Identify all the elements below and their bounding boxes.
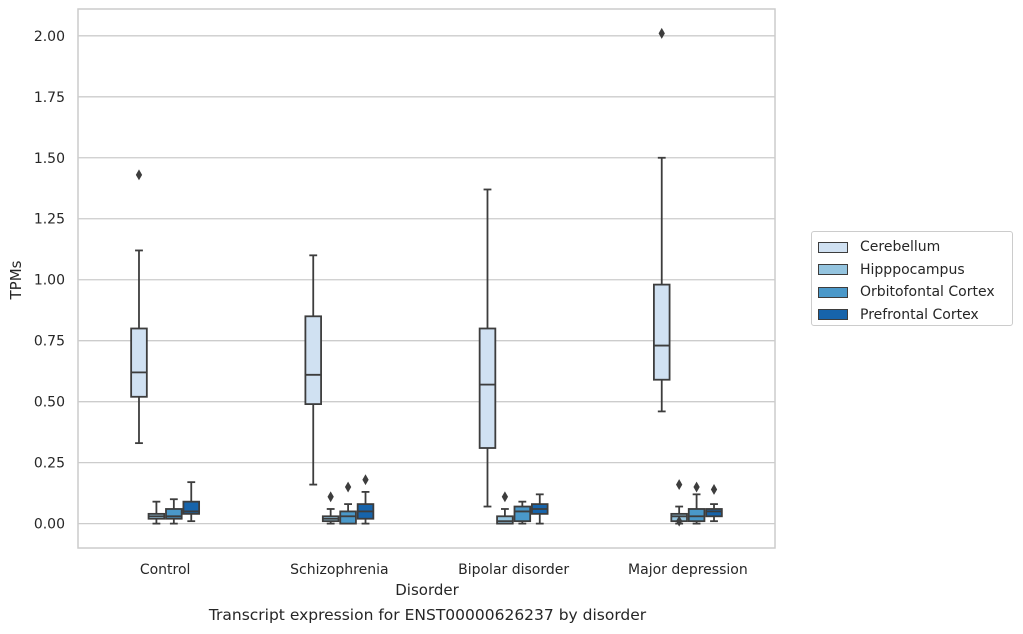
legend-label-cerebellum: Cerebellum: [860, 239, 941, 256]
box-iqr: [652, 283, 671, 381]
outlier-point: [344, 481, 352, 493]
outlier-point: [693, 481, 700, 493]
y-tick-label: 1.75: [34, 90, 65, 106]
y-axis-label: TPMs: [7, 260, 25, 300]
box-iqr: [165, 508, 183, 520]
legend-swatch-cerebellum: [818, 241, 848, 253]
outlier-point: [327, 491, 334, 503]
box-iqr: [478, 327, 497, 449]
box-bipolar-disorder-cerebellum: [478, 188, 497, 508]
x-tick-label: Schizophrenia: [290, 562, 388, 578]
box-control-prefrontal-cortex: [182, 481, 201, 523]
y-tick-label: 0.75: [34, 334, 65, 350]
box-iqr: [339, 510, 357, 525]
box-control-orbitofontal-cortex: [165, 498, 183, 525]
gridlines: [78, 35, 775, 525]
y-tick-label: 0.00: [34, 517, 65, 533]
plot-area: [77, 8, 776, 549]
legend-swatch-orbitofrontal: [818, 286, 848, 298]
box-iqr: [705, 508, 723, 518]
outlier-point: [362, 474, 369, 486]
y-axis-ticks: 0.00 0.25 0.50 0.75 1.00 1.25 1.50 1.75 2.00: [34, 29, 65, 533]
outlier-point: [135, 169, 143, 181]
box-bipolar-disorder-orbitofontal-cortex: [513, 500, 532, 525]
y-tick-label: 1.25: [34, 212, 65, 228]
legend-label-prefrontal: Prefrontal Cortex: [860, 306, 979, 323]
legend-swatch-hippocampus: [818, 264, 848, 276]
outlier-point: [658, 27, 665, 39]
y-tick-label: 0.25: [34, 456, 65, 472]
legend-item-cerebellum: Cerebellum: [818, 236, 1004, 259]
box-iqr: [304, 315, 322, 406]
legend: Cerebellum Hipppocampus Orbitofontal Cor…: [811, 231, 1013, 326]
x-tick-label: Bipolar disorder: [458, 562, 569, 578]
legend-item-hippocampus: Hipppocampus: [818, 259, 1004, 282]
box-major-depression-cerebellum: [652, 27, 671, 413]
box-schizophrenia-cerebellum: [304, 254, 322, 486]
box-bipolar-disorder-prefrontal-cortex: [531, 493, 549, 525]
x-tick-label: Major depression: [628, 562, 748, 578]
box-control-hipppocampus: [147, 500, 166, 525]
box-schizophrenia-hipppocampus: [321, 491, 340, 525]
box-major-depression-orbitofontal-cortex: [687, 481, 706, 525]
y-tick-label: 0.50: [34, 395, 65, 411]
box-iqr: [687, 508, 706, 523]
box-schizophrenia-orbitofontal-cortex: [339, 481, 357, 525]
legend-label-hippocampus: Hipppocampus: [860, 261, 965, 278]
box-iqr: [513, 505, 532, 523]
x-axis-label: Disorder: [395, 581, 459, 599]
box-schizophrenia-prefrontal-cortex: [356, 474, 375, 525]
y-tick-label: 1.50: [34, 151, 65, 167]
box-major-depression-prefrontal-cortex: [705, 484, 723, 523]
legend-swatch-prefrontal: [818, 309, 848, 321]
figure-caption: Transcript expression for ENST0000062623…: [208, 606, 647, 624]
x-axis-ticks: Control Schizophrenia Bipolar disorder Majo…: [140, 562, 748, 578]
box-control-cerebellum: [130, 169, 148, 445]
box-iqr: [496, 515, 514, 525]
legend-item-orbitofrontal: Orbitofontal Cortex: [818, 281, 1004, 304]
box-major-depression-hipppocampus: [670, 479, 688, 527]
legend-item-prefrontal: Prefrontal Cortex: [818, 304, 1004, 327]
box-iqr: [130, 327, 148, 398]
x-tick-label: Control: [140, 562, 191, 578]
box-bipolar-disorder-hipppocampus: [496, 491, 514, 525]
outlier-point: [676, 515, 683, 527]
box-groups: [130, 27, 723, 527]
y-tick-label: 1.00: [34, 273, 65, 289]
outlier-point: [501, 491, 509, 503]
outlier-point: [676, 479, 683, 491]
y-tick-label: 2.00: [34, 29, 65, 45]
legend-label-orbitofrontal: Orbitofontal Cortex: [860, 284, 995, 301]
outlier-point: [710, 484, 718, 495]
